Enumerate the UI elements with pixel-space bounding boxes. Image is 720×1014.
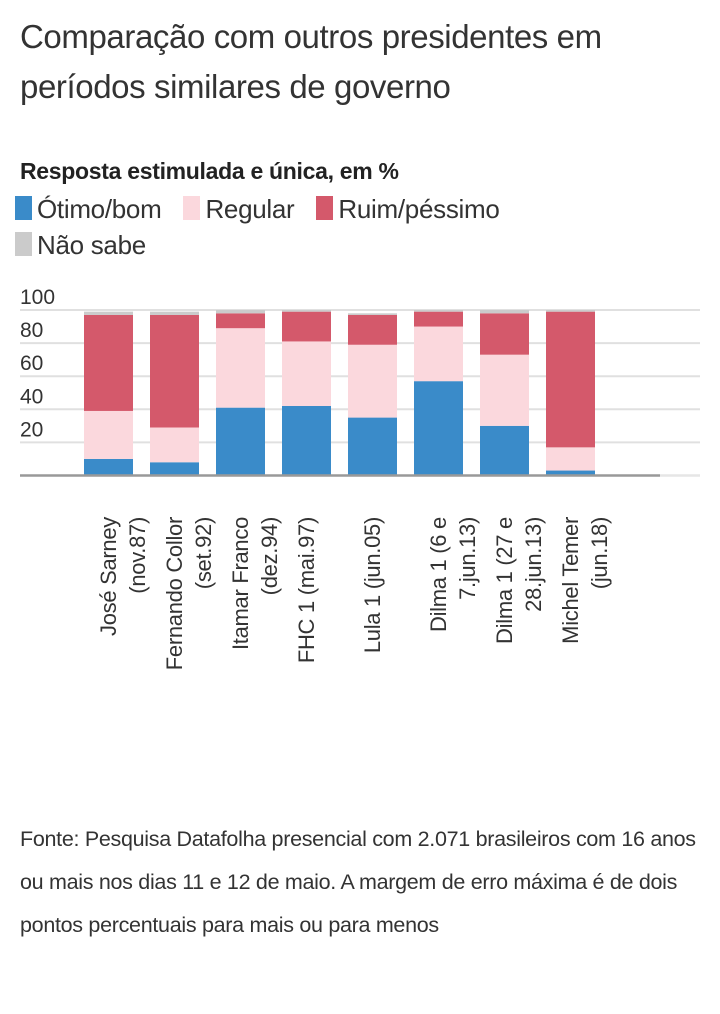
x-tick-label: FHC 1 (mai.97)	[292, 517, 321, 727]
bar-segment-ruim-pessimo	[414, 311, 463, 327]
bar-segment-otimo-bom	[546, 470, 595, 476]
y-axis-tick-labels: 20 40 60 80 100	[20, 286, 55, 441]
x-tick-label-line: Fernando Collor	[162, 517, 187, 671]
legend: Ótimo/bom Regular Ruim/péssimo Não sabe	[15, 195, 705, 267]
bar-segment-ruim-pessimo	[216, 313, 265, 329]
bar-segment-nao-sabe	[414, 310, 463, 312]
bar-stack	[348, 313, 397, 476]
legend-swatch-regular	[183, 196, 201, 220]
bar-stack	[150, 311, 199, 476]
bar-segment-regular	[414, 326, 463, 382]
x-tick-label-line: Lula 1 (jun.05)	[360, 517, 385, 654]
y-tick-label: 80	[20, 319, 43, 342]
y-tick-label: 40	[20, 385, 43, 408]
x-tick-label-line: (nov.87)	[125, 517, 150, 594]
bar-segment-regular	[480, 354, 529, 426]
x-tick-label: Dilma 1 (6 e 7.jun.13)	[424, 517, 482, 727]
bar-segment-nao-sabe	[282, 310, 331, 312]
x-tick-label: José Sarney (nov.87)	[94, 517, 152, 727]
bar-segment-regular	[348, 344, 397, 418]
y-tick-label: 20	[20, 418, 43, 441]
bar-segment-otimo-bom	[84, 458, 133, 476]
legend-item-regular: Regular	[183, 194, 295, 224]
x-tick-label-line: (set.92)	[191, 517, 216, 590]
bar-segment-nao-sabe	[216, 310, 265, 314]
bar-segment-otimo-bom	[348, 417, 397, 476]
x-tick-label: Michel Temer (jun.18)	[556, 517, 614, 727]
x-tick-label: Dilma 1 (27 e 28.jun.13)	[490, 517, 548, 727]
legend-swatch-nao-sabe	[15, 232, 32, 256]
legend-row: Ótimo/bom Regular Ruim/péssimo	[15, 195, 705, 231]
x-tick-label-line: Dilma 1 (27 e	[492, 517, 517, 644]
bar-segment-regular	[150, 427, 199, 463]
x-tick-label-line: 7.jun.13)	[455, 517, 480, 600]
bar-stack	[216, 310, 265, 476]
legend-swatch-otimo-bom	[15, 196, 32, 220]
bar-stack	[282, 310, 331, 476]
bar-segment-otimo-bom	[282, 405, 331, 476]
bar-stack	[480, 310, 529, 476]
bar-segment-nao-sabe	[480, 310, 529, 314]
bar-segment-otimo-bom	[150, 462, 199, 476]
bar-segment-ruim-pessimo	[348, 314, 397, 345]
legend-swatch-ruim-pessimo	[316, 196, 334, 220]
legend-label-nao-sabe: Não sabe	[37, 230, 146, 260]
x-tick-label-line: Dilma 1 (6 e	[426, 517, 451, 632]
bar-segment-ruim-pessimo	[150, 314, 199, 428]
legend-label-otimo-bom: Ótimo/bom	[37, 194, 162, 224]
legend-row: Não sabe	[15, 231, 705, 267]
x-tick-label: Fernando Collor (set.92)	[160, 517, 218, 727]
chart-subtitle: Resposta estimulada e única, em %	[20, 158, 399, 184]
bar-segment-nao-sabe	[348, 313, 397, 315]
legend-item-nao-sabe: Não sabe	[15, 231, 146, 259]
source-note: Fonte: Pesquisa Datafolha presencial com…	[20, 827, 696, 937]
y-tick-label: 60	[20, 352, 43, 375]
x-tick-label-line: FHC 1 (mai.97)	[294, 517, 319, 664]
bar-segment-ruim-pessimo	[282, 311, 331, 342]
x-tick-label-line: Itamar Franco	[228, 517, 253, 651]
x-tick-label-line: José Sarney	[96, 517, 121, 636]
legend-item-otimo-bom: Ótimo/bom	[15, 194, 162, 224]
bar-segment-otimo-bom	[216, 407, 265, 476]
bar-segment-otimo-bom	[480, 425, 529, 476]
bar-segment-regular	[84, 410, 133, 459]
bar-segment-regular	[216, 328, 265, 408]
x-tick-label-line: (jun.18)	[587, 517, 612, 590]
bar-segment-regular	[282, 341, 331, 406]
chart-title: Comparação com outros presidentes em per…	[20, 18, 602, 105]
bar-stack	[414, 310, 463, 476]
legend-item-ruim-pessimo: Ruim/péssimo	[316, 194, 500, 224]
x-tick-label-line: Michel Temer	[558, 517, 583, 644]
x-tick-label-line: (dez.94)	[257, 517, 282, 596]
x-tick-label-line: 28.jun.13)	[521, 517, 546, 612]
x-tick-label: Lula 1 (jun.05)	[358, 517, 387, 727]
bar-segment-ruim-pessimo	[546, 311, 595, 448]
bar-segment-nao-sabe	[150, 311, 199, 315]
legend-label-ruim-pessimo: Ruim/péssimo	[338, 194, 500, 224]
bar-stack	[546, 310, 595, 476]
bar-segment-regular	[546, 447, 595, 471]
bar-segment-ruim-pessimo	[480, 313, 529, 355]
bar-segment-ruim-pessimo	[84, 314, 133, 411]
bars	[84, 310, 595, 476]
bar-segment-nao-sabe	[546, 310, 595, 312]
y-tick-label: 100	[20, 286, 55, 309]
legend-label-regular: Regular	[205, 194, 295, 224]
bar-segment-nao-sabe	[84, 311, 133, 315]
bar-stack	[84, 311, 133, 476]
stacked-bar-chart: 20 40 60 80 100	[20, 286, 700, 477]
x-tick-label: Itamar Franco (dez.94)	[226, 517, 284, 727]
bar-segment-otimo-bom	[414, 381, 463, 476]
